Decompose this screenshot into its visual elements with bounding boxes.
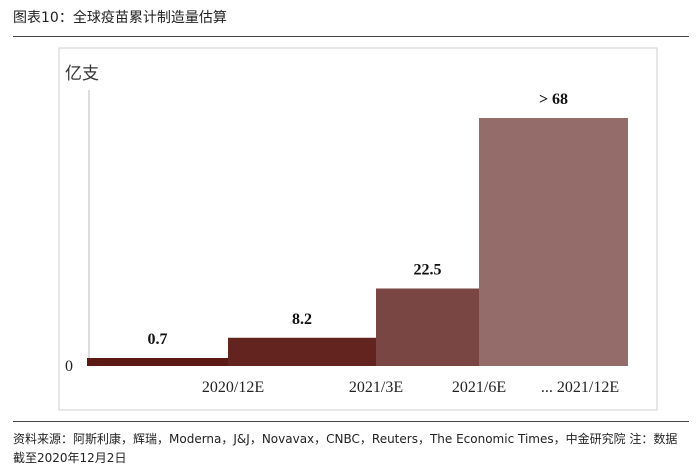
bar-value-label-3: 22.5: [414, 262, 442, 279]
figure-title: 图表10：全球疫苗累计制造量估算: [13, 10, 227, 26]
bars-group: 0.7 8.2 22.5 > 68: [87, 91, 628, 366]
bar-3: [376, 288, 479, 366]
x-tick-label-4: ... 2021/12E: [541, 379, 619, 396]
top-rule: [13, 36, 689, 37]
y-axis-unit-label: 亿支: [65, 64, 99, 84]
bar-4: [479, 118, 628, 366]
source-note: 资料来源：阿斯利康，辉瑞，Moderna，J&J，Novavax，CNBC，Re…: [13, 432, 678, 465]
x-tick-label-2: 2021/3E: [349, 379, 403, 396]
bar-value-label-4: > 68: [539, 91, 568, 108]
y-tick-label-zero: 0: [65, 358, 73, 375]
bottom-rule: [13, 421, 689, 422]
bar-value-label-2: 8.2: [292, 311, 312, 328]
x-tick-label-1: 2020/12E: [202, 379, 264, 396]
x-tick-labels: 2020/12E 2021/3E 2021/6E ... 2021/12E: [202, 379, 619, 396]
bar-1: [87, 358, 228, 366]
bar-value-label-1: 0.7: [148, 331, 168, 348]
bar-2: [228, 337, 376, 366]
chart-frame: [58, 47, 658, 411]
x-tick-label-3: 2021/6E: [452, 379, 506, 396]
